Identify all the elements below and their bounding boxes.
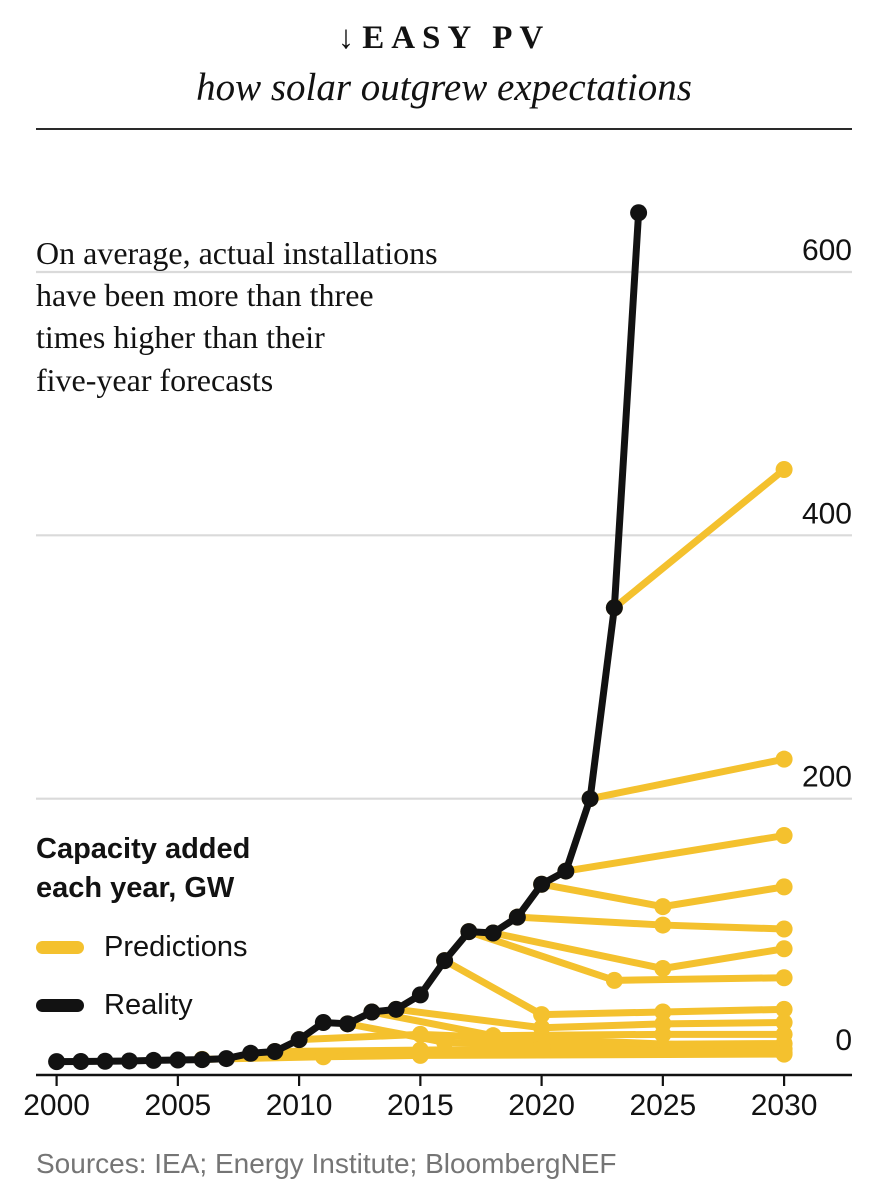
legend-item-predictions: Predictions <box>36 928 247 966</box>
svg-text:2020: 2020 <box>508 1089 575 1122</box>
svg-text:600: 600 <box>802 234 852 267</box>
source-note: Sources: IEA; Energy Institute; Bloomber… <box>36 1148 617 1179</box>
svg-text:2025: 2025 <box>629 1089 696 1122</box>
chart-header: ↓ EASY PV how solar outgrew expectations <box>0 20 888 110</box>
svg-text:2010: 2010 <box>266 1089 333 1122</box>
svg-text:2000: 2000 <box>23 1089 90 1122</box>
svg-text:200: 200 <box>802 761 852 794</box>
svg-text:400: 400 <box>802 497 852 530</box>
svg-text:0: 0 <box>835 1024 852 1057</box>
legend-item-reality: Reality <box>36 986 247 1024</box>
svg-text:2030: 2030 <box>751 1089 818 1122</box>
header-divider <box>36 128 852 130</box>
page-title: ↓ EASY PV <box>0 20 888 57</box>
page-title-text: EASY PV <box>362 20 551 56</box>
svg-text:2005: 2005 <box>144 1089 211 1122</box>
legend-label-predictions: Predictions <box>104 930 248 963</box>
reality-swatch-icon <box>36 998 84 1012</box>
down-arrow-icon: ↓ <box>337 20 357 56</box>
chart-annotation: On average, actual installations have be… <box>36 235 438 398</box>
predictions-swatch-icon <box>36 940 84 954</box>
page-subtitle: how solar outgrew expectations <box>196 66 692 109</box>
chart-legend: Predictions Reality <box>36 928 247 1044</box>
legend-label-reality: Reality <box>104 988 193 1021</box>
y-axis-title: Capacity added each year, GW <box>36 833 251 905</box>
svg-text:2015: 2015 <box>387 1089 454 1122</box>
